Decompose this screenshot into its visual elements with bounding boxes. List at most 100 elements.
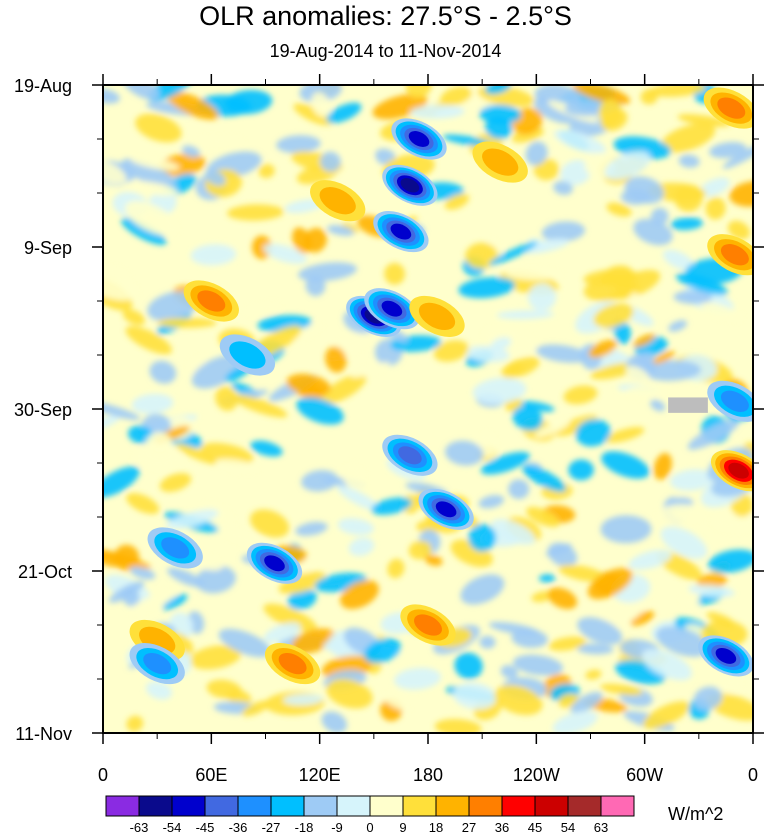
- anomaly-texture: [295, 521, 328, 536]
- x-tick-label: 180: [413, 765, 443, 785]
- anomaly-texture: [643, 701, 690, 729]
- anomaly-texture: [490, 337, 512, 351]
- colorbar-label: 27: [462, 820, 476, 834]
- anomaly-texture: [292, 227, 312, 254]
- anomaly-texture: [408, 540, 432, 560]
- anomaly-texture: [568, 459, 594, 481]
- anomaly-texture: [674, 184, 703, 212]
- anomaly-texture: [491, 519, 536, 545]
- anomaly-texture: [479, 104, 522, 125]
- anomaly-texture: [206, 679, 242, 699]
- anomaly-feature: [414, 614, 442, 636]
- anomaly-texture: [227, 204, 284, 221]
- anomaly-feature: [390, 223, 412, 240]
- anomaly-texture: [660, 123, 716, 153]
- anomaly-feature: [264, 555, 285, 572]
- anomaly-texture: [440, 86, 473, 106]
- anomaly-texture: [601, 451, 650, 479]
- anomaly-texture: [478, 495, 505, 509]
- anomaly-feature: [143, 652, 172, 675]
- colorbar-label: 63: [594, 820, 608, 834]
- anomaly-texture: [103, 401, 141, 421]
- anomaly-texture: [296, 397, 344, 425]
- anomaly-texture: [444, 193, 470, 210]
- colorbar-swatch: [468, 795, 503, 817]
- anomaly-texture: [305, 275, 326, 297]
- anomaly-texture: [699, 177, 730, 197]
- anomaly-feature: [229, 341, 266, 369]
- anomaly-texture: [218, 628, 272, 658]
- colorbar-swatch: [336, 795, 371, 817]
- anomaly-texture: [588, 339, 617, 358]
- anomaly-texture: [167, 567, 205, 588]
- anomaly-feature: [728, 462, 749, 479]
- anomaly-feature: [418, 302, 456, 331]
- anomaly-feature: [715, 647, 737, 664]
- anomaly-texture: [600, 683, 643, 696]
- anomaly-texture: [465, 345, 510, 363]
- colorbar-swatch: [105, 795, 140, 817]
- anomaly-texture: [231, 394, 288, 418]
- anomaly-feature: [400, 178, 420, 193]
- anomaly-texture: [293, 103, 333, 126]
- anomaly-texture: [678, 154, 700, 168]
- colorbar-swatch: [534, 795, 569, 817]
- anomaly-feature: [720, 390, 749, 412]
- anomaly-texture: [166, 91, 219, 120]
- anomaly-texture: [653, 452, 672, 480]
- colorbar-swatch: [270, 795, 305, 817]
- anomaly-feature: [197, 290, 226, 312]
- anomaly-texture: [215, 386, 238, 411]
- anomaly-texture: [512, 405, 543, 431]
- anomaly-feature: [278, 652, 307, 675]
- anomaly-texture: [125, 200, 179, 236]
- anomaly-texture: [518, 401, 555, 412]
- anomaly-texture: [604, 427, 645, 443]
- anomaly-feature: [717, 97, 746, 119]
- anomaly-texture: [204, 169, 226, 186]
- anomaly-texture: [121, 586, 140, 607]
- anomaly-texture: [711, 512, 753, 532]
- anomaly-texture: [460, 574, 505, 605]
- anomaly-texture: [719, 676, 742, 694]
- anomaly-texture: [363, 638, 401, 664]
- colorbar-swatch: [567, 795, 602, 817]
- y-tick-label: 21-Oct: [18, 562, 72, 582]
- anomaly-texture: [548, 636, 587, 651]
- colorbar-label: 36: [495, 820, 509, 834]
- anomaly-texture: [278, 571, 327, 595]
- anomaly-texture: [508, 479, 530, 500]
- anomaly-texture: [384, 262, 406, 285]
- anomaly-texture: [727, 220, 750, 240]
- anomaly-texture: [679, 592, 700, 607]
- anomaly-texture: [433, 340, 469, 362]
- anomaly-texture: [656, 626, 709, 657]
- anomaly-texture: [554, 415, 598, 437]
- anomaly-texture: [569, 116, 611, 137]
- anomaly-texture: [488, 241, 538, 266]
- anomaly-feature: [482, 148, 519, 176]
- anomaly-texture: [146, 681, 172, 700]
- anomaly-texture: [527, 238, 547, 253]
- x-tick-label: 120E: [299, 765, 341, 785]
- anomaly-texture: [311, 92, 331, 118]
- anomaly-texture: [320, 151, 341, 172]
- anomaly-texture: [587, 567, 633, 600]
- anomaly-feature: [720, 244, 749, 266]
- anomaly-feature: [408, 131, 430, 147]
- anomaly-texture: [371, 497, 412, 515]
- anomaly-texture: [693, 686, 723, 710]
- anomaly-texture: [583, 274, 639, 302]
- colorbar-swatch: [138, 795, 173, 817]
- anomaly-texture: [500, 665, 519, 679]
- field-layer: [103, 85, 753, 733]
- anomaly-texture: [465, 242, 499, 269]
- anomaly-texture: [641, 648, 692, 681]
- anomaly-texture: [600, 515, 652, 544]
- colorbar-label: -45: [196, 820, 215, 834]
- anomaly-texture: [511, 629, 548, 648]
- anomaly-texture: [157, 317, 217, 328]
- anomaly-texture: [190, 244, 237, 266]
- colorbar-label: 45: [528, 820, 542, 834]
